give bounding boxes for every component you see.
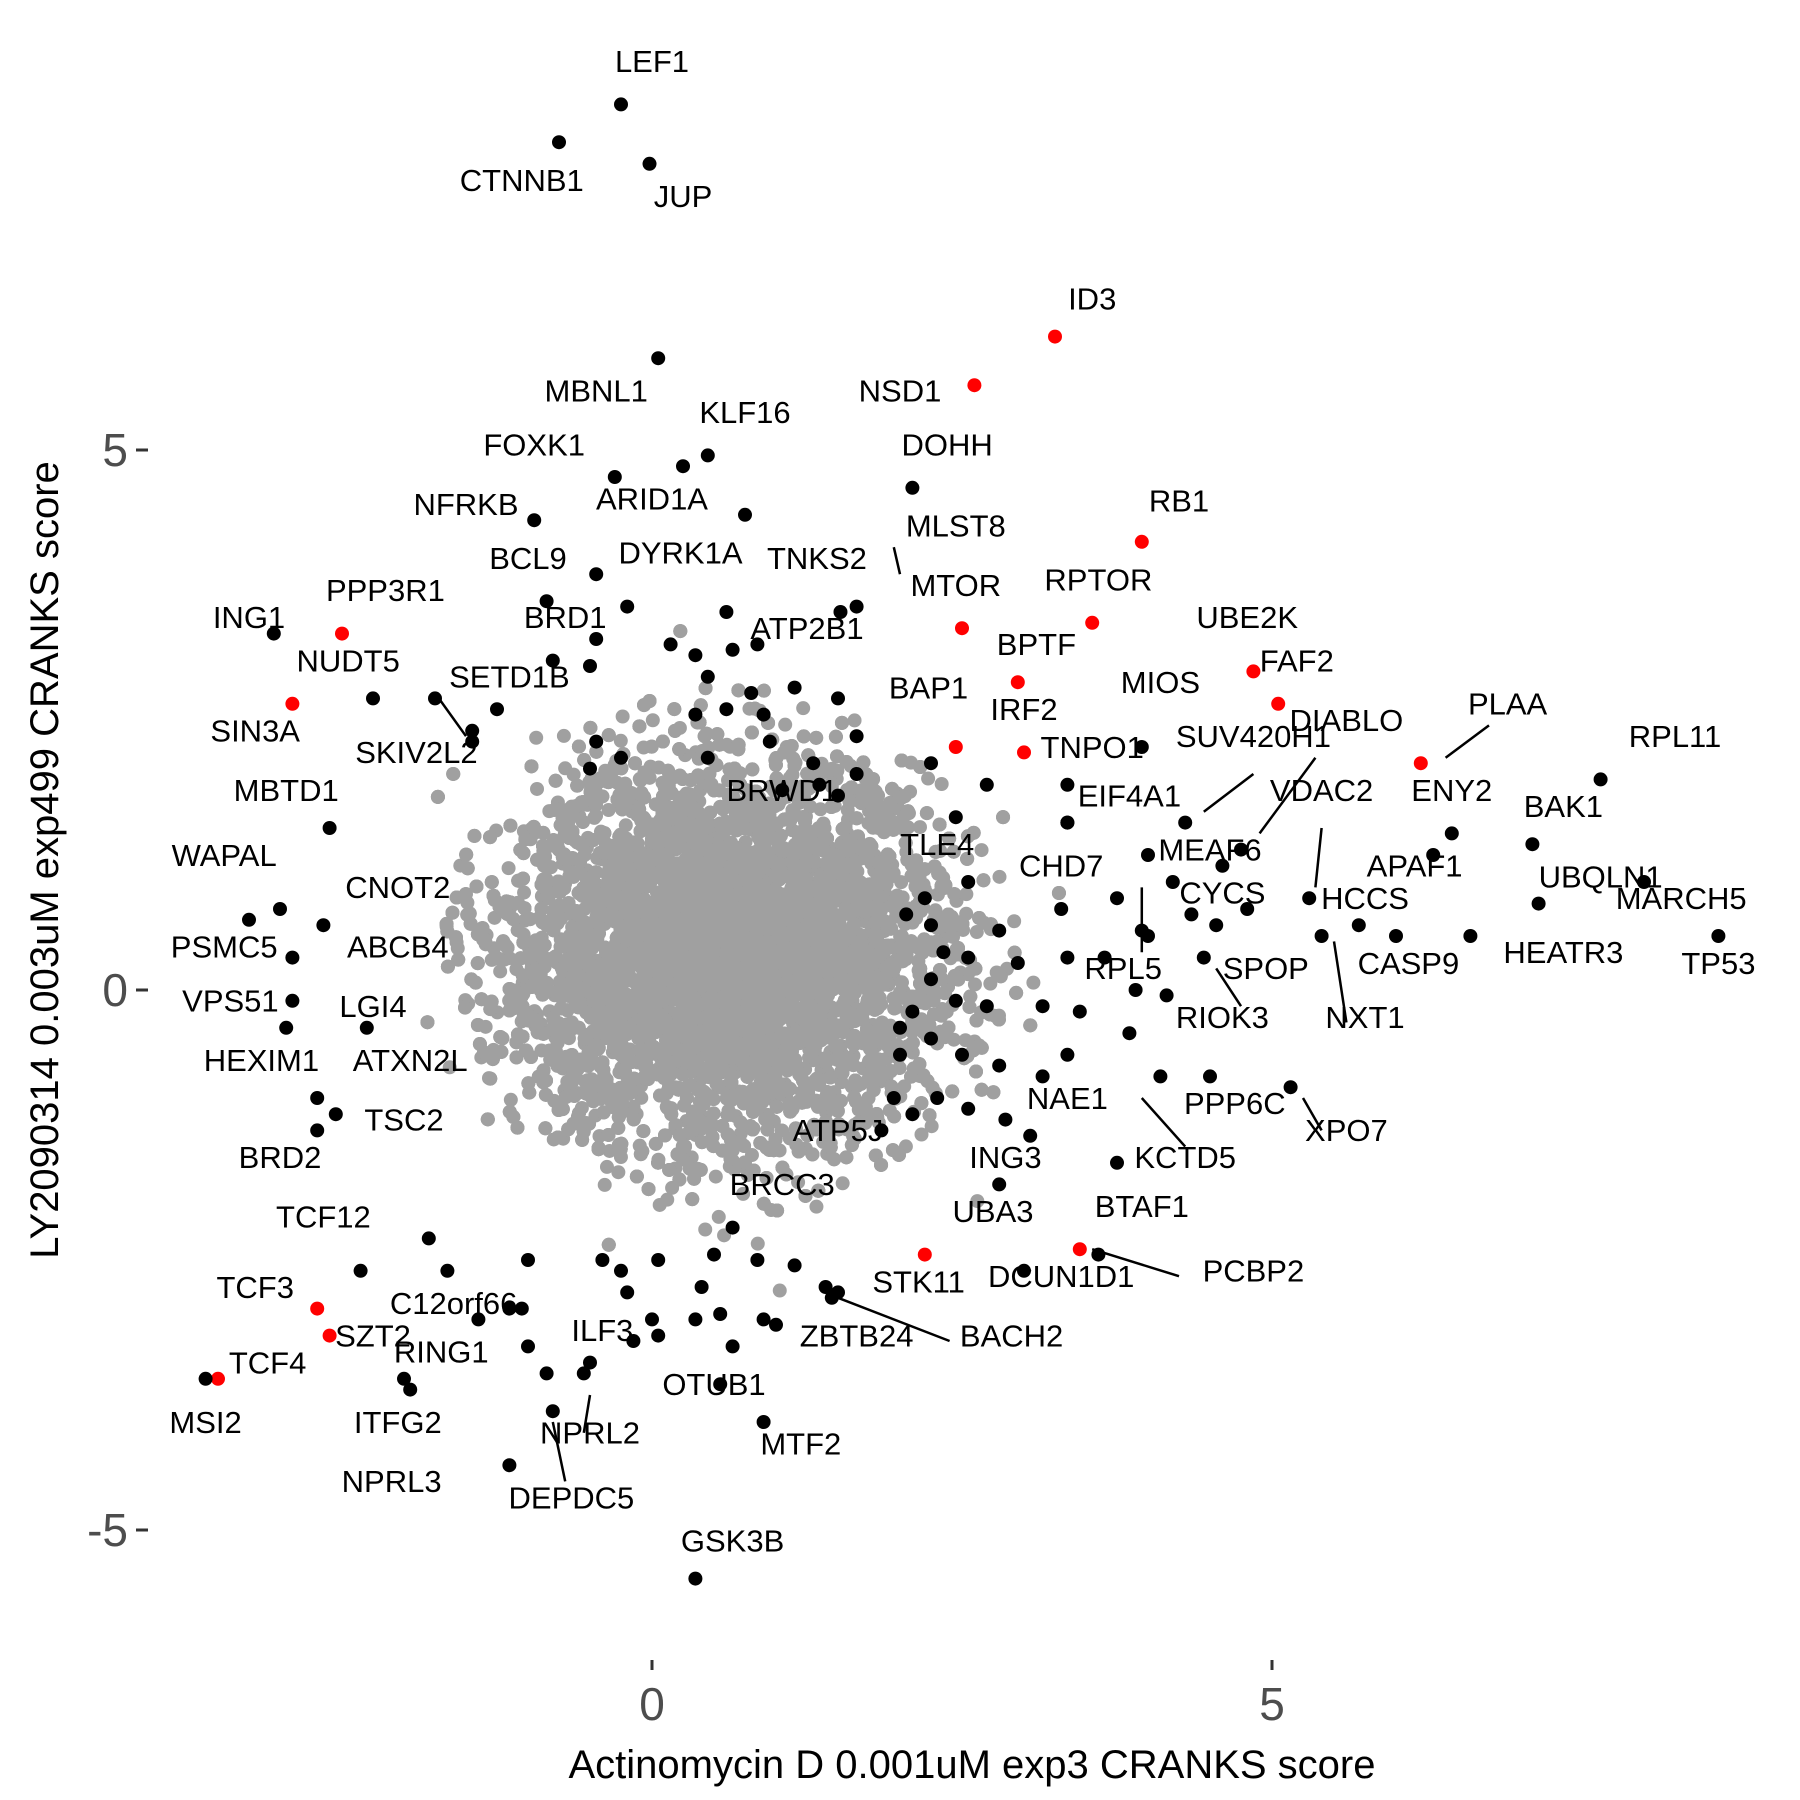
background-point [618, 818, 633, 833]
background-point [599, 1159, 614, 1174]
background-point [983, 976, 998, 991]
background-point [813, 802, 828, 817]
background-point [502, 951, 517, 966]
background-point [802, 1042, 817, 1057]
background-point [796, 701, 811, 716]
background-point [914, 1127, 929, 1142]
background-point [597, 1177, 612, 1192]
background-point [711, 1209, 726, 1224]
background-point [772, 1283, 787, 1298]
background-point [484, 952, 499, 967]
background-point [835, 1176, 850, 1191]
background-point [992, 869, 1007, 884]
background-point [615, 709, 630, 724]
background-point [974, 843, 989, 858]
background-point [959, 887, 974, 902]
background-point [503, 1092, 518, 1107]
background-point [501, 861, 516, 876]
background-point [517, 885, 532, 900]
background-point [613, 733, 628, 748]
background-point [847, 713, 862, 728]
background-point [809, 1199, 824, 1214]
background-point [601, 802, 616, 817]
background-point [969, 925, 984, 940]
background-point [529, 730, 544, 745]
background-point [912, 820, 927, 835]
background-point [921, 771, 936, 786]
background-points [420, 624, 1066, 1298]
background-point [1007, 914, 1022, 929]
background-point [558, 761, 573, 776]
background-point [611, 1165, 626, 1180]
background-point [487, 910, 502, 925]
background-point [727, 1162, 742, 1177]
background-point [493, 964, 508, 979]
background-point [556, 728, 571, 743]
background-point [708, 1169, 723, 1184]
background-point [791, 1175, 806, 1190]
background-point [1026, 975, 1041, 990]
background-point [736, 1186, 751, 1201]
background-point [967, 977, 982, 992]
background-point [530, 781, 545, 796]
background-point [698, 1222, 713, 1237]
background-point [750, 1236, 765, 1251]
background-point [442, 1060, 457, 1075]
background-point [652, 1197, 667, 1212]
background-point [934, 776, 949, 791]
background-point [450, 941, 465, 956]
background-point [970, 1194, 985, 1209]
background-point [645, 713, 660, 728]
background-point [924, 1119, 939, 1134]
background-point [778, 717, 793, 732]
